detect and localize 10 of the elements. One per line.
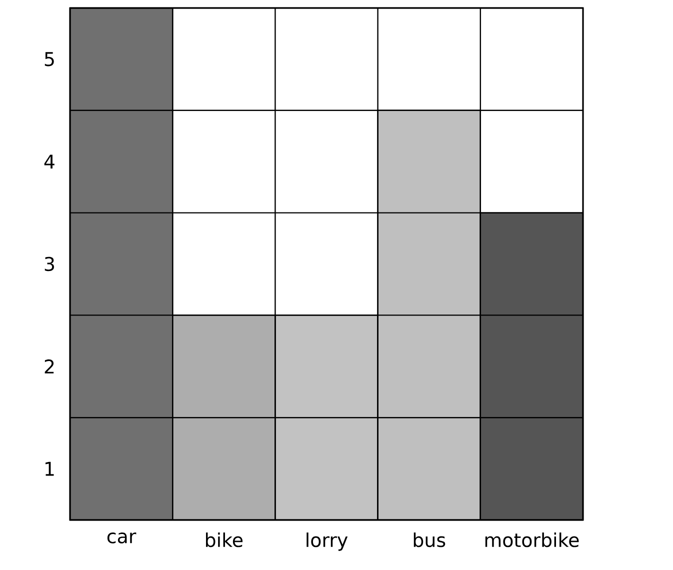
x-tick-label: motorbike xyxy=(485,532,579,548)
y-tick-label: 3 xyxy=(44,256,54,272)
x-tick-label: car xyxy=(107,532,136,544)
x-tick-label: lorry xyxy=(306,532,348,551)
y-tick-label: 4 xyxy=(44,154,54,168)
y-tick-label: 5 xyxy=(44,52,54,66)
y-tick-label: 2 xyxy=(44,359,54,374)
x-tick-label: bike xyxy=(206,532,243,548)
y-tick-label: 1 xyxy=(46,462,54,476)
x-tick-label: bus xyxy=(414,532,446,548)
